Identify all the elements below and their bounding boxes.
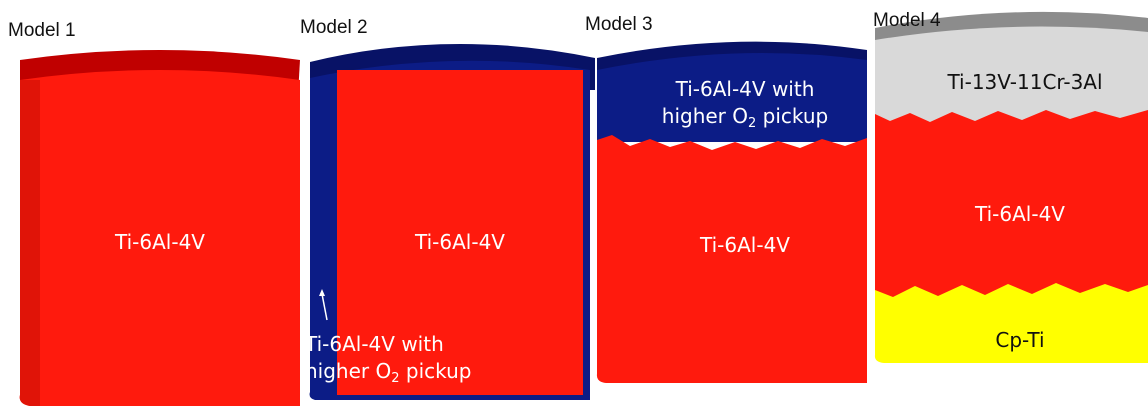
model-3-ti64-layer bbox=[596, 135, 867, 383]
model-4-cpti-layer bbox=[874, 283, 1148, 363]
model-4-cpti-label: Cp-Ti bbox=[995, 328, 1045, 352]
model-4-caption: Model 4 bbox=[873, 10, 941, 31]
model-2-o2-label: Ti-6Al-4V with higher O2 pickup bbox=[305, 331, 495, 392]
model-3-o2-layer bbox=[597, 52, 867, 142]
model-3-o2-label-line2: higher O2 pickup bbox=[661, 104, 829, 131]
model-2-core bbox=[337, 70, 583, 395]
model-2-pointer-arrowhead bbox=[319, 289, 325, 296]
model-3-cylinder bbox=[596, 41, 867, 383]
model-2-ti64-label: Ti-6Al-4V bbox=[415, 230, 505, 254]
model-3-o2-label-line1: Ti-6Al-4V with bbox=[675, 77, 815, 101]
model-4-ti64-label: Ti-6Al-4V bbox=[975, 202, 1065, 226]
model-2-caption: Model 2 bbox=[300, 17, 368, 38]
model-1-caption: Model 1 bbox=[8, 20, 76, 41]
model-3-o2-label: Ti-6Al-4V with higher O2 pickup bbox=[630, 76, 860, 137]
model-1-ti64-label: Ti-6Al-4V bbox=[115, 230, 205, 254]
model-1-cylinder bbox=[19, 50, 300, 406]
model-2-cylinder bbox=[309, 43, 595, 400]
model-2-pointer-arrow bbox=[321, 293, 328, 321]
model-4-ti13-label: Ti-13V-11Cr-3Al bbox=[947, 70, 1103, 94]
model-4-ti13-layer bbox=[875, 26, 1148, 130]
model-3-caption: Model 3 bbox=[585, 14, 653, 35]
model-4-cylinder bbox=[874, 11, 1148, 363]
model-2-o2-label-line1: Ti-6Al-4V with bbox=[305, 332, 444, 356]
model-1-left-shade bbox=[19, 80, 40, 406]
model-3-ti64-label: Ti-6Al-4V bbox=[700, 233, 790, 257]
model-4-ti64-layer bbox=[875, 110, 1148, 300]
model-1-body bbox=[19, 70, 300, 406]
model-2-o2-label-line2: higher O2 pickup bbox=[305, 359, 472, 386]
